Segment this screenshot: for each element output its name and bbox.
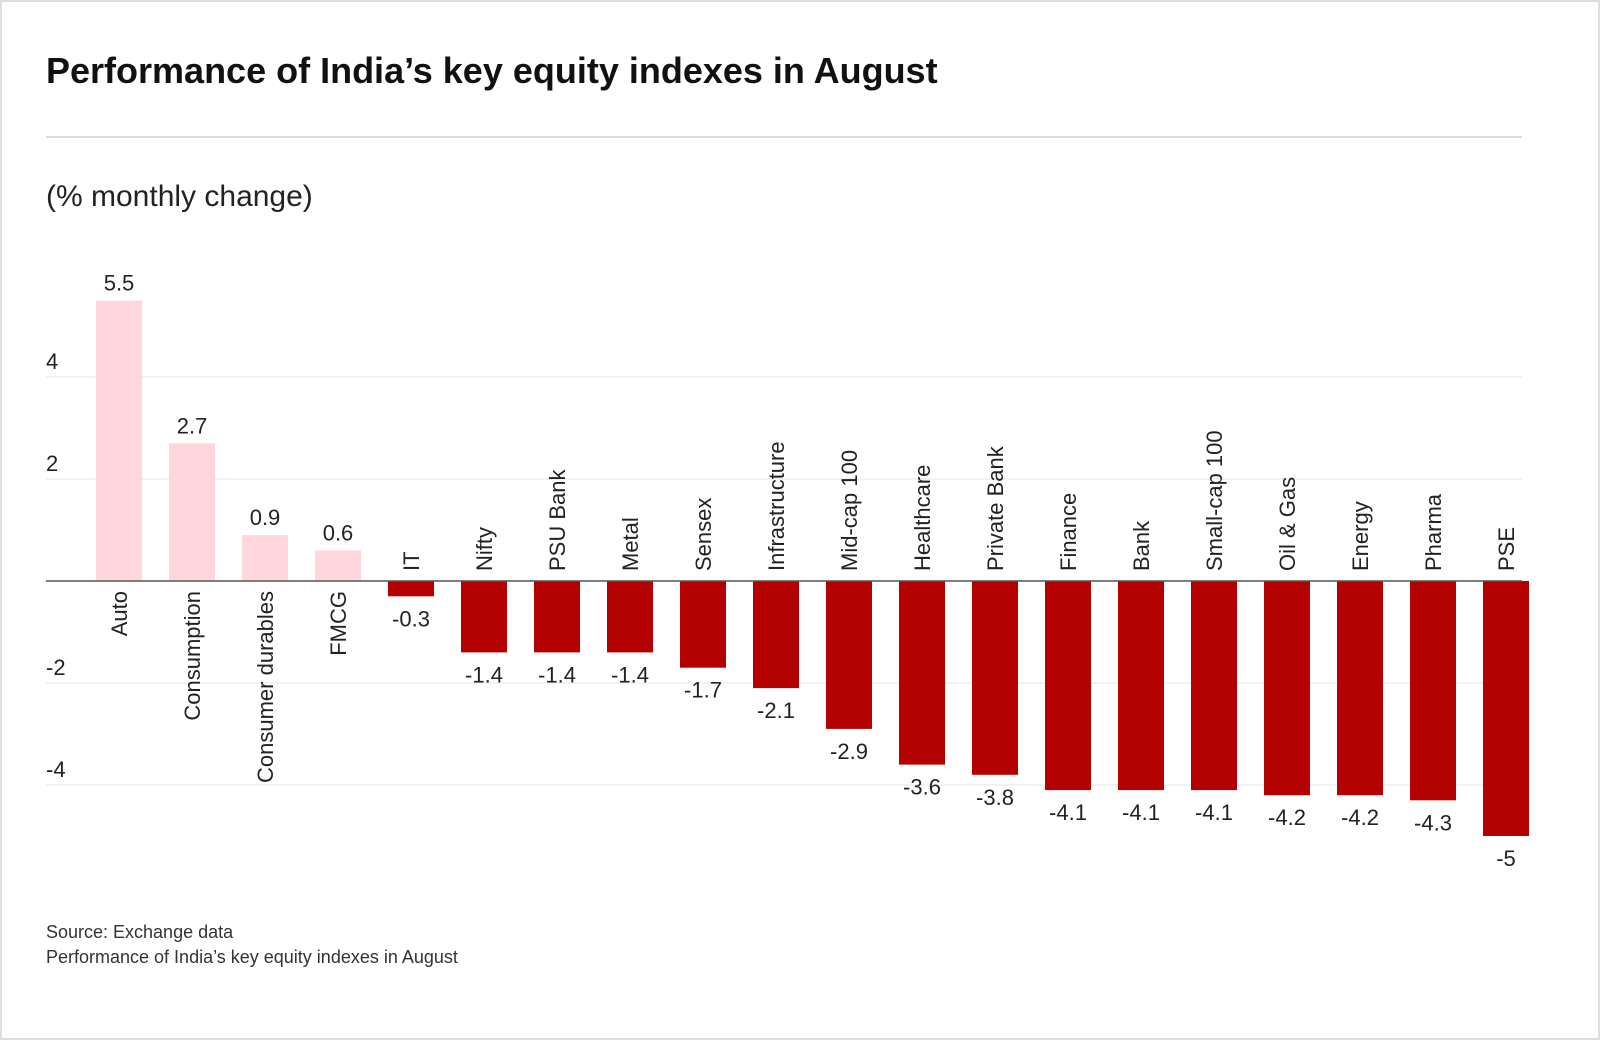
- value-label: -4.2: [1268, 805, 1306, 830]
- category-label: Bank: [1129, 520, 1154, 571]
- bar: [315, 550, 361, 581]
- y-tick-label: 4: [46, 349, 58, 374]
- bar: [972, 581, 1018, 775]
- category-label: Mid-cap 100: [837, 450, 862, 571]
- bar: [1410, 581, 1456, 801]
- value-label: 0.9: [250, 505, 281, 530]
- category-label: Auto: [107, 591, 132, 636]
- bar: [461, 581, 507, 653]
- value-label: -4.1: [1122, 800, 1160, 825]
- category-label: Metal: [618, 517, 643, 571]
- bar: [1045, 581, 1091, 791]
- bar: [1337, 581, 1383, 796]
- category-label: Energy: [1348, 501, 1373, 571]
- category-label: Nifty: [472, 527, 497, 571]
- y-tick-label: 2: [46, 451, 58, 476]
- value-label: -3.6: [903, 775, 941, 800]
- value-label: -3.8: [976, 785, 1014, 810]
- category-label: Consumer durables: [253, 591, 278, 783]
- category-label: Healthcare: [910, 465, 935, 571]
- category-label: PSE: [1494, 527, 1519, 571]
- caption-note: Performance of India’s key equity indexe…: [46, 947, 458, 967]
- value-label: -4.1: [1049, 800, 1087, 825]
- category-label: Small-cap 100: [1202, 430, 1227, 571]
- bar: [753, 581, 799, 689]
- value-label: -1.7: [684, 678, 722, 703]
- y-axis-ticks: -4 -2 2 4: [46, 349, 66, 782]
- bar: [1264, 581, 1310, 796]
- chart-subtitle: (% monthly change): [46, 180, 313, 213]
- value-label: -4.2: [1341, 805, 1379, 830]
- bar: [1191, 581, 1237, 791]
- category-label: Pharma: [1421, 493, 1446, 571]
- bar: [242, 535, 288, 581]
- bar: [826, 581, 872, 729]
- value-label: 0.6: [323, 520, 354, 545]
- labels: 5.5 Auto 2.7 Consumption 0.9 Consumer durable…: [104, 271, 1519, 872]
- bar: [680, 581, 726, 668]
- category-label: Finance: [1056, 493, 1081, 571]
- value-label: -2.9: [830, 739, 868, 764]
- value-label: -5: [1496, 846, 1516, 871]
- chart-title: Performance of India’s key equity indexe…: [46, 50, 938, 91]
- bar: [607, 581, 653, 653]
- bar: [899, 581, 945, 765]
- bar: [169, 443, 215, 581]
- category-label: Oil & Gas: [1275, 477, 1300, 571]
- bar: [388, 581, 434, 597]
- value-label: 2.7: [177, 413, 208, 438]
- bar: [534, 581, 580, 653]
- bar: [1118, 581, 1164, 791]
- category-label: Sensex: [691, 498, 716, 571]
- value-label: -1.4: [465, 662, 503, 687]
- source-note: Source: Exchange data: [46, 922, 234, 942]
- category-label: Consumption: [180, 591, 205, 721]
- category-label: PSU Bank: [545, 469, 570, 571]
- bar: [96, 300, 142, 581]
- value-label: -4.3: [1414, 810, 1452, 835]
- category-label: Private Bank: [983, 445, 1008, 571]
- value-label: -1.4: [538, 662, 576, 687]
- value-label: -1.4: [611, 662, 649, 687]
- y-tick-label: -2: [46, 655, 66, 680]
- category-label: IT: [399, 551, 424, 571]
- bars: [96, 300, 1529, 836]
- value-label: -2.1: [757, 698, 795, 723]
- value-label: -0.3: [392, 606, 430, 631]
- bar: [1483, 581, 1529, 836]
- category-label: FMCG: [326, 591, 351, 656]
- category-label: Infrastructure: [764, 441, 789, 571]
- value-label: -4.1: [1195, 800, 1233, 825]
- value-label: 5.5: [104, 271, 135, 296]
- title-divider: [46, 136, 1522, 138]
- y-tick-label: -4: [46, 757, 66, 782]
